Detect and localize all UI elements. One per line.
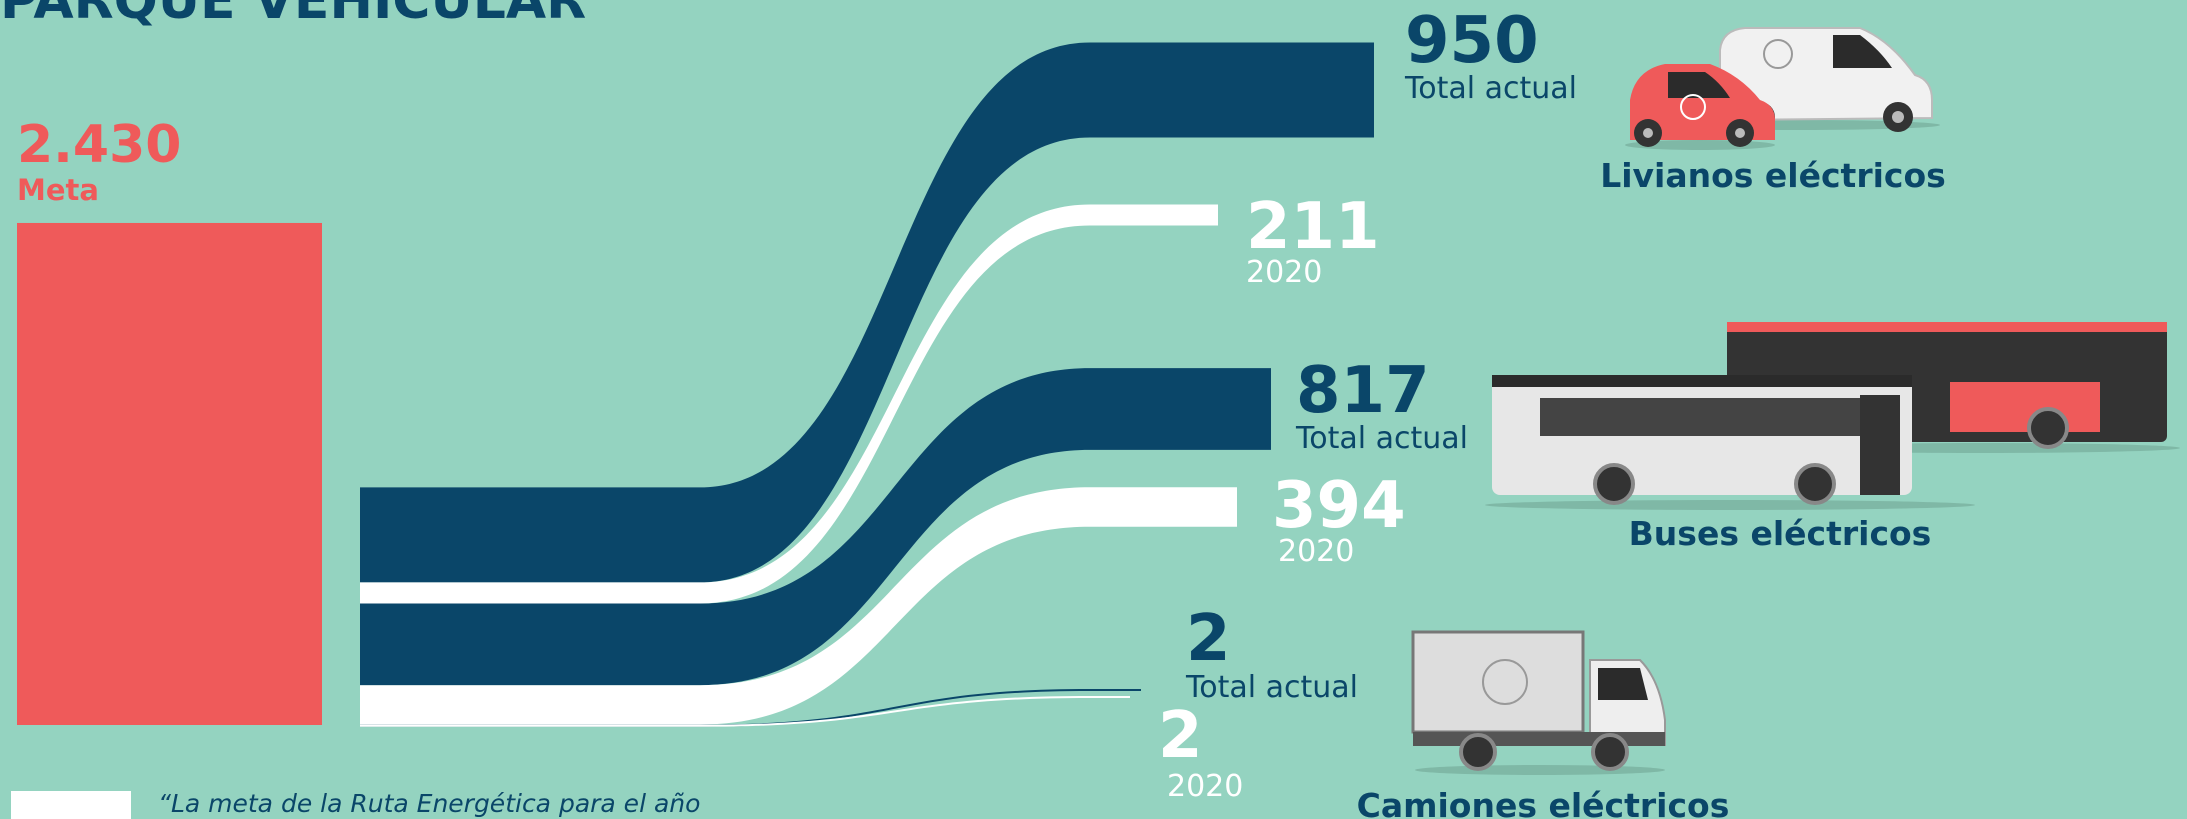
series-label: 2020 (1167, 769, 1243, 804)
light-vehicles-icon (1625, 28, 1940, 150)
quote-mark (11, 791, 131, 819)
series-label: Total actual (1295, 421, 1468, 456)
goal-value: 2.430 (17, 115, 181, 175)
goal-label: Meta (17, 173, 99, 207)
flow-value: 2 (1186, 602, 1231, 676)
flow-value: 211 (1246, 190, 1380, 264)
series-label: Total actual (1185, 670, 1358, 705)
category-label: Livianos eléctricos (1600, 156, 1946, 195)
flow-value: 2 (1158, 699, 1203, 773)
quote: “La meta de la Ruta Energética para el a… (158, 789, 700, 818)
title: PARQUE VEHICULAR (0, 0, 586, 31)
truck-icon (1413, 632, 1665, 775)
flow-value: 817 (1296, 354, 1430, 428)
series-label: 2020 (1278, 534, 1354, 569)
buses-icon (1485, 322, 2180, 510)
series-label: Total actual (1404, 71, 1577, 106)
category-label: Camiones eléctricos (1357, 786, 1730, 819)
series-label: 2020 (1246, 255, 1322, 290)
category-label: Buses eléctricos (1629, 514, 1932, 553)
flow-value: 950 (1405, 4, 1539, 78)
goal-bar (17, 223, 322, 725)
infographic: PARQUE VEHICULAR (0, 0, 2187, 819)
flow-value: 394 (1272, 469, 1406, 543)
